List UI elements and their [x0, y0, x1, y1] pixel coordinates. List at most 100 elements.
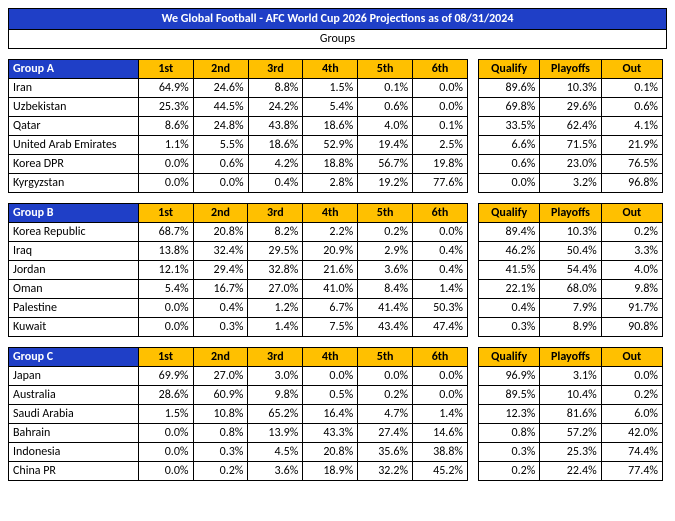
table-row: 0.2%22.4%77.4% — [479, 462, 663, 481]
position-header: 2nd — [193, 60, 248, 79]
position-value: 10.8% — [193, 405, 248, 424]
position-header: 3rd — [248, 60, 303, 79]
position-value: 77.6% — [413, 174, 468, 193]
position-value: 60.9% — [193, 386, 248, 405]
table-row: Iran64.9%24.6%8.8%1.5%0.1%0.0% — [9, 79, 468, 98]
position-value: 32.2% — [358, 462, 413, 481]
outcome-value: 0.2% — [601, 386, 662, 405]
outcome-value: 68.0% — [540, 280, 601, 299]
position-value: 19.8% — [413, 155, 468, 174]
outcome-value: 57.2% — [540, 424, 601, 443]
position-value: 0.0% — [413, 223, 468, 242]
position-value: 16.4% — [303, 405, 358, 424]
table-row: Uzbekistan25.3%44.5%24.2%5.4%0.6%0.0% — [9, 98, 468, 117]
position-value: 20.8% — [193, 223, 248, 242]
position-header: 1st — [138, 348, 193, 367]
table-row: 0.3%25.3%74.4% — [479, 443, 663, 462]
table-row: Korea Republic68.7%20.8%8.2%2.2%0.2%0.0% — [9, 223, 468, 242]
position-header: 2nd — [193, 348, 248, 367]
group-label: Group A — [9, 60, 139, 79]
outcome-value: 0.6% — [479, 155, 540, 174]
position-header: 6th — [413, 348, 468, 367]
position-header: 6th — [413, 60, 468, 79]
position-value: 27.4% — [358, 424, 413, 443]
position-value: 56.7% — [358, 155, 413, 174]
position-value: 35.6% — [358, 443, 413, 462]
position-value: 27.0% — [248, 280, 303, 299]
position-value: 38.8% — [413, 443, 468, 462]
outcome-value: 0.3% — [479, 318, 540, 337]
position-value: 29.5% — [248, 242, 303, 261]
table-row: Iraq13.8%32.4%29.5%20.9%2.9%0.4% — [9, 242, 468, 261]
position-value: 2.5% — [413, 136, 468, 155]
outcome-value: 62.4% — [540, 117, 601, 136]
page-title: We Global Football - AFC World Cup 2026 … — [8, 8, 667, 30]
position-header: 4th — [303, 204, 358, 223]
team-name: Palestine — [9, 299, 139, 318]
team-name: Iraq — [9, 242, 139, 261]
position-value: 0.0% — [138, 155, 193, 174]
outcome-value: 8.9% — [540, 318, 601, 337]
team-name: China PR — [9, 462, 139, 481]
outcome-value: 33.5% — [479, 117, 540, 136]
outcome-value: 41.5% — [479, 261, 540, 280]
position-value: 44.5% — [193, 98, 248, 117]
outcome-value: 10.3% — [540, 223, 601, 242]
position-value: 47.4% — [413, 318, 468, 337]
position-value: 0.1% — [358, 79, 413, 98]
position-value: 0.0% — [138, 443, 193, 462]
position-value: 1.1% — [138, 136, 193, 155]
outcome-value: 0.2% — [601, 223, 662, 242]
position-value: 1.4% — [413, 405, 468, 424]
position-value: 2.9% — [358, 242, 413, 261]
outcome-value: 9.8% — [601, 280, 662, 299]
table-row: 12.3%81.6%6.0% — [479, 405, 663, 424]
outcome-value: 42.0% — [601, 424, 662, 443]
team-name: Qatar — [9, 117, 139, 136]
table-row: Bahrain0.0%0.8%13.9%43.3%27.4%14.6% — [9, 424, 468, 443]
position-value: 0.0% — [413, 367, 468, 386]
position-value: 0.0% — [358, 367, 413, 386]
group-block: Group C1st2nd3rd4th5th6thJapan69.9%27.0%… — [8, 347, 667, 481]
position-value: 0.3% — [193, 443, 248, 462]
table-row: 0.6%23.0%76.5% — [479, 155, 663, 174]
outcome-value: 90.8% — [601, 318, 662, 337]
outcome-value: 29.6% — [540, 98, 601, 117]
table-row: Jordan12.1%29.4%32.8%21.6%3.6%0.4% — [9, 261, 468, 280]
position-header: 3rd — [248, 348, 303, 367]
position-value: 3.6% — [248, 462, 303, 481]
team-name: Bahrain — [9, 424, 139, 443]
positions-table: Group A1st2nd3rd4th5th6thIran64.9%24.6%8… — [8, 59, 468, 193]
outcome-value: 4.1% — [601, 117, 662, 136]
outcome-value: 0.0% — [601, 367, 662, 386]
outcome-header: Playoffs — [540, 204, 601, 223]
position-value: 0.5% — [303, 386, 358, 405]
position-value: 32.8% — [248, 261, 303, 280]
table-row: Palestine0.0%0.4%1.2%6.7%41.4%50.3% — [9, 299, 468, 318]
table-row: 89.5%10.4%0.2% — [479, 386, 663, 405]
position-value: 0.0% — [138, 174, 193, 193]
position-value: 19.4% — [358, 136, 413, 155]
position-value: 5.4% — [303, 98, 358, 117]
position-value: 0.0% — [413, 98, 468, 117]
outcome-header: Playoffs — [540, 348, 601, 367]
position-value: 32.4% — [193, 242, 248, 261]
position-value: 1.2% — [248, 299, 303, 318]
position-value: 1.5% — [303, 79, 358, 98]
position-value: 0.1% — [413, 117, 468, 136]
position-value: 43.8% — [248, 117, 303, 136]
outcome-value: 89.4% — [479, 223, 540, 242]
position-value: 3.0% — [248, 367, 303, 386]
position-value: 4.5% — [248, 443, 303, 462]
position-header: 5th — [358, 348, 413, 367]
position-value: 0.4% — [413, 242, 468, 261]
outcome-header: Playoffs — [540, 60, 601, 79]
outcome-value: 3.1% — [540, 367, 601, 386]
outcome-value: 69.8% — [479, 98, 540, 117]
table-row: China PR0.0%0.2%3.6%18.9%32.2%45.2% — [9, 462, 468, 481]
outcome-value: 0.2% — [479, 462, 540, 481]
table-row: Indonesia0.0%0.3%4.5%20.8%35.6%38.8% — [9, 443, 468, 462]
position-value: 8.4% — [358, 280, 413, 299]
group-label: Group C — [9, 348, 139, 367]
position-value: 0.8% — [193, 424, 248, 443]
